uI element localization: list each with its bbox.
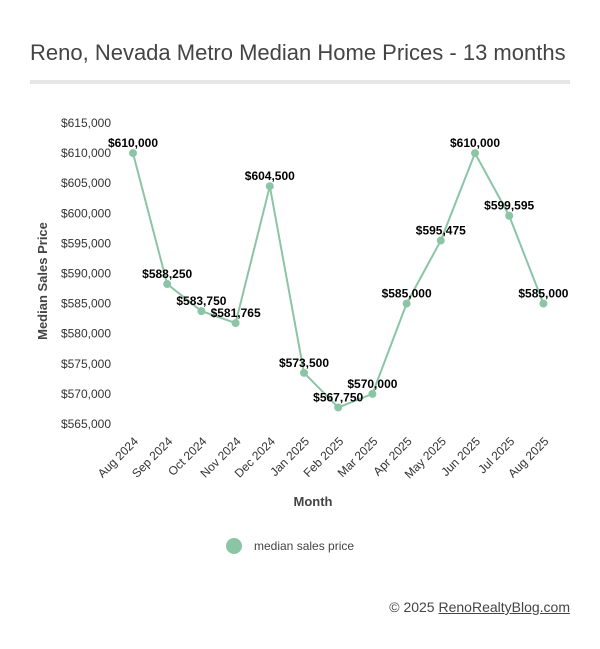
legend: median sales price: [226, 538, 354, 554]
data-label: $610,000: [450, 136, 500, 150]
y-axis-title: Median Sales Price: [35, 222, 50, 340]
data-label: $583,750: [176, 294, 226, 308]
footer-credit: © 2025 RenoRealtyBlog.com: [389, 599, 570, 615]
data-label: $595,475: [416, 224, 466, 238]
y-tick-label: $585,000: [61, 297, 111, 311]
legend-marker: [226, 538, 242, 554]
data-label: $585,000: [518, 287, 568, 301]
y-tick-label: $600,000: [61, 206, 111, 220]
data-label: $604,500: [245, 169, 295, 183]
data-point[interactable]: [300, 368, 308, 377]
data-point[interactable]: [231, 319, 240, 328]
data-label: $599,595: [484, 199, 534, 213]
y-tick-label: $590,000: [61, 267, 111, 281]
data-point[interactable]: [436, 236, 445, 245]
data-point[interactable]: [129, 149, 137, 158]
title-divider: [30, 80, 570, 84]
data-point[interactable]: [163, 280, 172, 289]
chart-title: Reno, Nevada Metro Median Home Prices - …: [30, 40, 566, 65]
y-tick-label: $565,000: [61, 417, 111, 431]
y-tick-label: $610,000: [61, 146, 111, 160]
y-tick-label: $605,000: [61, 176, 111, 190]
data-label: $573,500: [279, 356, 329, 370]
data-point[interactable]: [265, 182, 274, 191]
data-label: $585,000: [382, 287, 432, 301]
data-label: $567,750: [313, 390, 363, 404]
data-label: $570,000: [347, 377, 397, 391]
y-tick-label: $575,000: [61, 357, 111, 371]
y-tick-label: $615,000: [61, 116, 111, 130]
data-point[interactable]: [505, 211, 514, 220]
data-point[interactable]: [471, 149, 479, 158]
data-label: $610,000: [108, 136, 158, 150]
y-tick-label: $595,000: [61, 236, 111, 250]
data-label: $588,250: [142, 267, 192, 281]
data-label: $581,765: [211, 306, 261, 320]
data-point[interactable]: [402, 299, 411, 308]
copyright-text: © 2025: [389, 599, 439, 615]
data-point[interactable]: [539, 299, 548, 308]
data-point[interactable]: [197, 307, 206, 316]
x-axis-title: Month: [294, 494, 333, 509]
y-tick-label: $570,000: [61, 387, 111, 401]
legend-label: median sales price: [254, 539, 355, 553]
y-tick-label: $580,000: [61, 327, 111, 341]
data-point[interactable]: [334, 403, 343, 412]
series-line: [132, 150, 545, 409]
site-link[interactable]: RenoRealtyBlog.com: [438, 599, 570, 615]
data-point[interactable]: [368, 389, 377, 398]
